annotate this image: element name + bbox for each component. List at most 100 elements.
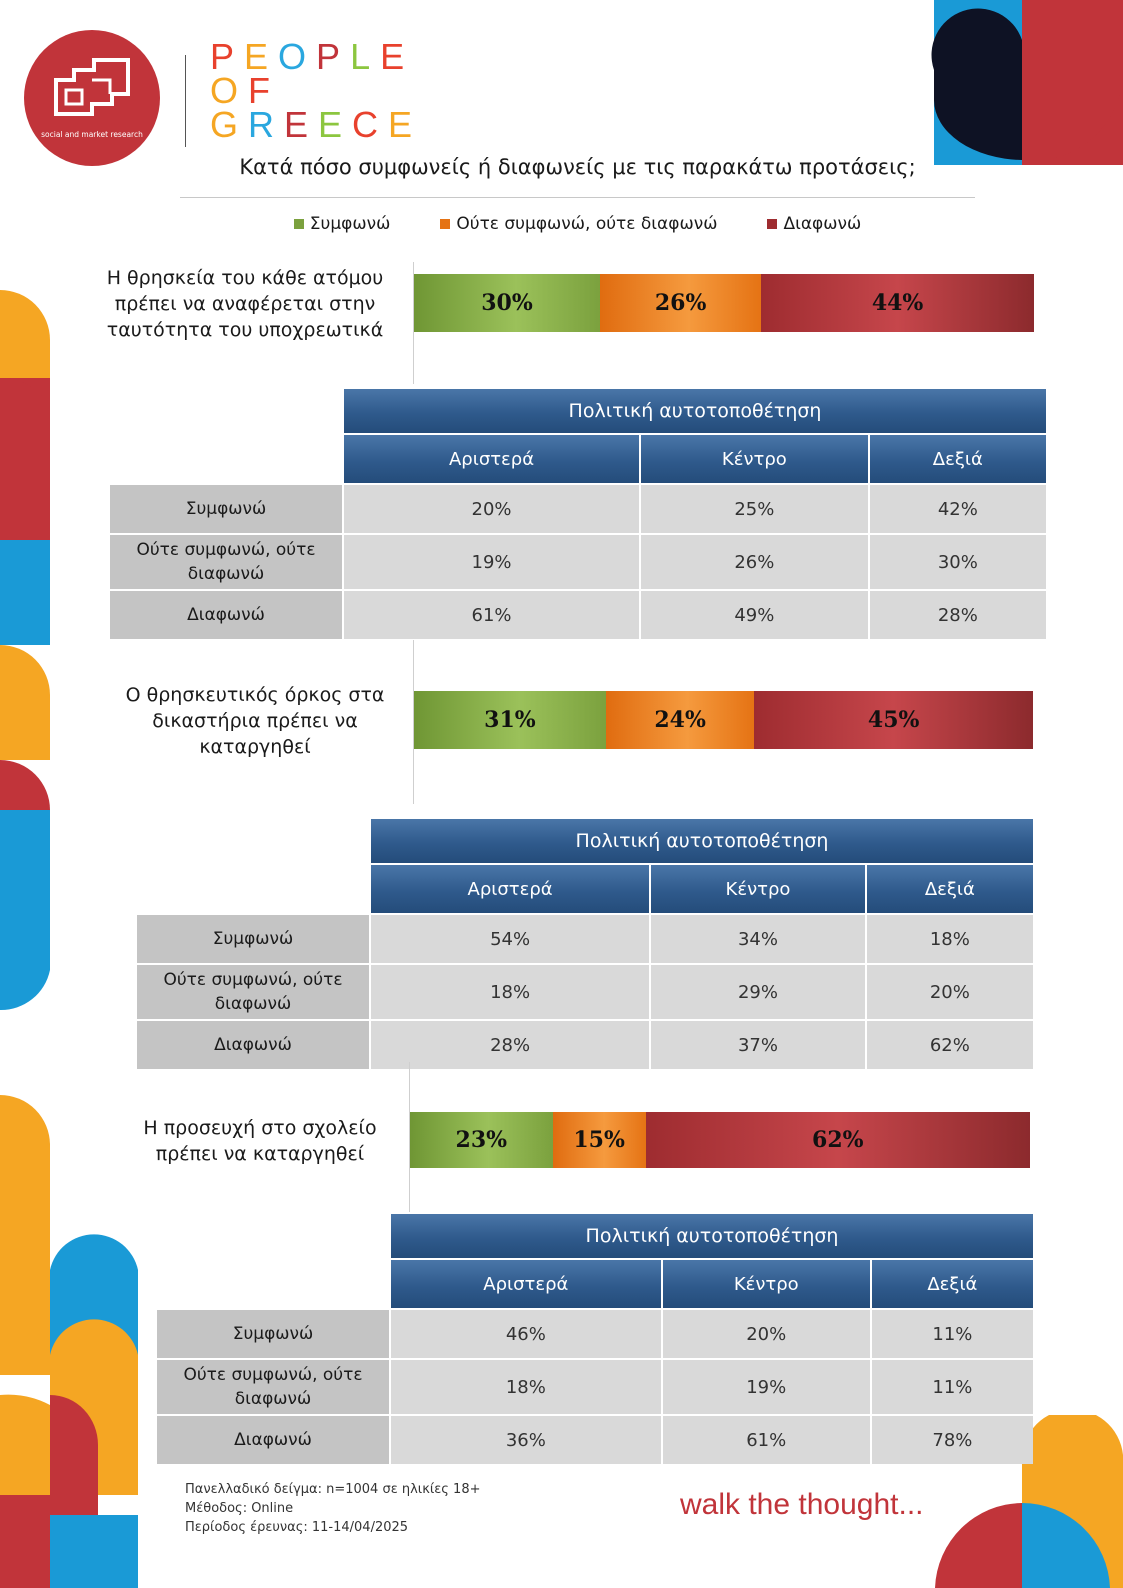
table-row: Διαφωνώ 28% 37% 62% xyxy=(137,1021,1033,1069)
table-cell: 78% xyxy=(871,1416,1033,1464)
data-label: 26% xyxy=(654,290,707,316)
data-label: 44% xyxy=(871,290,924,316)
table-cell: 20% xyxy=(866,965,1033,1019)
wordmark-letter: E xyxy=(388,104,423,145)
table-cell: 26% xyxy=(641,535,868,589)
data-label: 15% xyxy=(573,1127,625,1153)
bar-segment-neutral: 15% xyxy=(552,1112,646,1168)
axis-line xyxy=(413,640,414,804)
bar-segment-disagree: 45% xyxy=(754,691,1033,749)
table-title-row: Πολιτική αυτοτοποθέτηση xyxy=(157,1214,1033,1258)
wordmark-letter: L xyxy=(350,36,381,77)
row-label: Συμφωνώ xyxy=(110,485,342,533)
decor-top-right xyxy=(931,0,1123,165)
table-cell: 37% xyxy=(651,1021,865,1069)
statement-2: Ο θρησκευτικός όρκος στα δικαστήρια πρέπ… xyxy=(125,684,385,758)
table-row: Ούτε συμφωνώ, ούτε διαφωνώ 18% 19% 11% xyxy=(157,1360,1033,1414)
question-divider xyxy=(180,197,975,198)
row-label: Ούτε συμφωνώ, ούτε διαφωνώ xyxy=(137,965,369,1019)
data-label: 31% xyxy=(484,707,536,733)
table-cell: 36% xyxy=(391,1416,661,1464)
decor-left-column xyxy=(0,290,50,1011)
bar-segment-agree: 31% xyxy=(414,691,606,749)
logo-mark-icon xyxy=(54,58,130,116)
column-header: Δεξιά xyxy=(866,865,1033,913)
table-header-row: Αριστερά Κέντρο Δεξιά xyxy=(137,865,1033,913)
row-label: Ούτε συμφωνώ, ούτε διαφωνώ xyxy=(110,535,342,589)
logo-divider xyxy=(185,55,186,147)
row-label: Ούτε συμφωνώ, ούτε διαφωνώ xyxy=(157,1360,389,1414)
survey-question: Κατά πόσο συμφωνείς ή διαφωνείς με τις π… xyxy=(239,155,916,179)
period-note: Περίοδος έρευνας: 11-14/04/2025 xyxy=(185,1520,409,1535)
crosstab-table-2: Πολιτική αυτοτοποθέτηση Αριστερά Κέντρο Δεξ… xyxy=(135,817,1035,1071)
table-corner xyxy=(110,389,342,433)
wordmark-letter: E xyxy=(284,104,319,145)
row-label: Συμφωνώ xyxy=(157,1310,389,1358)
row-label: Διαφωνώ xyxy=(110,591,342,639)
bar-segment-disagree: 62% xyxy=(645,1112,1030,1168)
data-label: 23% xyxy=(455,1127,508,1153)
row-label: Διαφωνώ xyxy=(137,1021,369,1069)
statement-1: Η θρησκεία του κάθε ατόμου πρέπει να ανα… xyxy=(106,267,384,341)
bar-segment-disagree: 44% xyxy=(761,274,1034,332)
wordmark-letter: O xyxy=(210,70,249,111)
table-header-row: Αριστερά Κέντρο Δεξιά xyxy=(110,435,1046,483)
data-label: 30% xyxy=(481,290,533,316)
company-logo: social and market research xyxy=(24,30,160,166)
stacked-bar-1: 30% 26% 44% xyxy=(414,274,1034,332)
table-cell: 28% xyxy=(371,1021,650,1069)
wordmark-letter: E xyxy=(244,36,279,77)
wordmark-letter: F xyxy=(248,70,281,111)
wordmark-letter: E xyxy=(380,36,415,77)
legend-swatch xyxy=(440,219,451,229)
table-corner xyxy=(157,1260,389,1308)
table-corner xyxy=(157,1214,389,1258)
wordmark-letter: O xyxy=(278,36,317,77)
decor-bottom-left xyxy=(0,1095,138,1588)
sample-note: Πανελλαδικό δείγμα: n=1004 σε ηλικίες 18… xyxy=(185,1482,481,1497)
table-cell: 61% xyxy=(344,591,640,639)
table-corner xyxy=(137,819,369,863)
wordmark-line: PEOPLE xyxy=(210,36,422,77)
table-cell: 20% xyxy=(344,485,640,533)
table-cell: 11% xyxy=(871,1310,1033,1358)
logo-caption: social and market research xyxy=(41,130,143,139)
table-title-row: Πολιτική αυτοτοποθέτηση xyxy=(137,819,1033,863)
legend-item-agree: Συμφωνώ xyxy=(293,214,391,234)
table-row: Συμφωνώ 46% 20% 11% xyxy=(157,1310,1033,1358)
table-row: Ούτε συμφωνώ, ούτε διαφωνώ 19% 26% 30% xyxy=(110,535,1046,589)
legend-label: Συμφωνώ xyxy=(309,214,391,234)
table-row: Συμφωνώ 20% 25% 42% xyxy=(110,485,1046,533)
table-cell: 61% xyxy=(662,1416,870,1464)
table-title: Πολιτική αυτοτοποθέτηση xyxy=(344,389,1046,433)
table-corner xyxy=(110,435,342,483)
table-cell: 54% xyxy=(371,915,650,963)
stacked-bar-3: 23% 15% 62% xyxy=(410,1112,1030,1168)
table-row: Διαφωνώ 61% 49% 28% xyxy=(110,591,1046,639)
row-label: Διαφωνώ xyxy=(157,1416,389,1464)
wordmark-letter: P xyxy=(210,36,245,77)
column-header: Δεξιά xyxy=(869,435,1046,483)
wordmark-letter: P xyxy=(316,36,351,77)
table-title: Πολιτική αυτοτοποθέτηση xyxy=(371,819,1033,863)
table-cell: 34% xyxy=(651,915,865,963)
row-label: Συμφωνώ xyxy=(137,915,369,963)
table-cell: 20% xyxy=(662,1310,870,1358)
statement-3: Η προσευχή στο σχολείο πρέπει να καταργη… xyxy=(143,1117,377,1165)
axis-line xyxy=(409,1062,410,1212)
axis-line xyxy=(413,262,414,384)
bar-segment-neutral: 26% xyxy=(600,274,762,332)
table-cell: 29% xyxy=(651,965,865,1019)
legend-label: Ούτε συμφωνώ, ούτε διαφωνώ xyxy=(456,214,718,234)
crosstab-table-1: Πολιτική αυτοτοποθέτηση Αριστερά Κέντρο Δεξ… xyxy=(108,387,1048,641)
table-cell: 19% xyxy=(662,1360,870,1414)
legend-label: Διαφωνώ xyxy=(783,214,862,234)
table-cell: 19% xyxy=(344,535,640,589)
column-header: Αριστερά xyxy=(344,435,640,483)
table-cell: 49% xyxy=(641,591,868,639)
wordmark-letter: R xyxy=(248,104,285,145)
wordmark-letter: E xyxy=(318,104,353,145)
table-cell: 25% xyxy=(641,485,868,533)
legend-item-neutral: Ούτε συμφωνώ, ούτε διαφωνώ xyxy=(440,214,717,234)
methodology-notes: Πανελλαδικό δείγμα: n=1004 σε ηλικίες 18… xyxy=(185,1480,480,1537)
